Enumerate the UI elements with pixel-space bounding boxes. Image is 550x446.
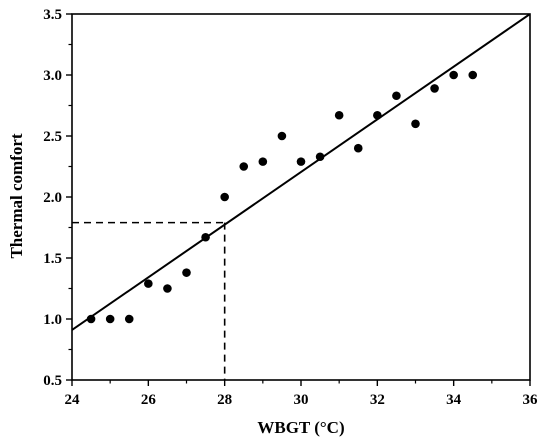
- data-point: [353, 143, 363, 153]
- x-axis-title: WBGT (°C): [257, 418, 344, 437]
- y-tick-label: 2.5: [43, 129, 62, 145]
- x-tick-label: 26: [141, 392, 157, 408]
- x-tick-label: 30: [294, 392, 309, 408]
- fit-line: [72, 14, 530, 331]
- data-point: [430, 84, 439, 93]
- data-point: [468, 70, 478, 80]
- data-point: [411, 119, 420, 129]
- data-point: [163, 284, 172, 293]
- data-point: [296, 157, 306, 166]
- x-tick-label: 24: [65, 392, 81, 408]
- data-point: [373, 110, 382, 120]
- plot-frame: [71, 13, 531, 381]
- data-point: [105, 314, 115, 324]
- y-tick-label: 1.5: [43, 251, 62, 267]
- data-point: [124, 314, 134, 324]
- x-tick-label: 34: [446, 392, 462, 408]
- x-tick-label: 36: [523, 392, 539, 408]
- data-point: [86, 314, 96, 324]
- y-tick-label: 3.0: [43, 68, 62, 84]
- axes: 24 26 28 30 32 34 36 0.5 1.0 1.5 2.0 2.5 3.0 3.5: [43, 7, 538, 408]
- y-tick-label: 0.5: [43, 373, 62, 389]
- data-point: [392, 91, 401, 101]
- plot-area: [72, 14, 530, 380]
- x-tick-label: 28: [217, 392, 232, 408]
- data-point: [239, 162, 249, 171]
- data-point: [334, 110, 344, 120]
- data-point: [144, 279, 153, 288]
- data-point: [182, 268, 191, 277]
- data-point: [201, 232, 210, 242]
- data-point: [315, 152, 325, 162]
- y-tick-label: 1.0: [43, 312, 62, 328]
- data-point: [277, 131, 287, 141]
- data-point: [258, 157, 268, 166]
- y-axis-title: Thermal comfort: [7, 133, 26, 258]
- data-point: [220, 192, 229, 202]
- data-point: [449, 70, 458, 80]
- y-tick-label: 3.5: [43, 7, 62, 23]
- x-tick-label: 32: [370, 392, 385, 408]
- y-tick-label: 2.0: [43, 190, 62, 206]
